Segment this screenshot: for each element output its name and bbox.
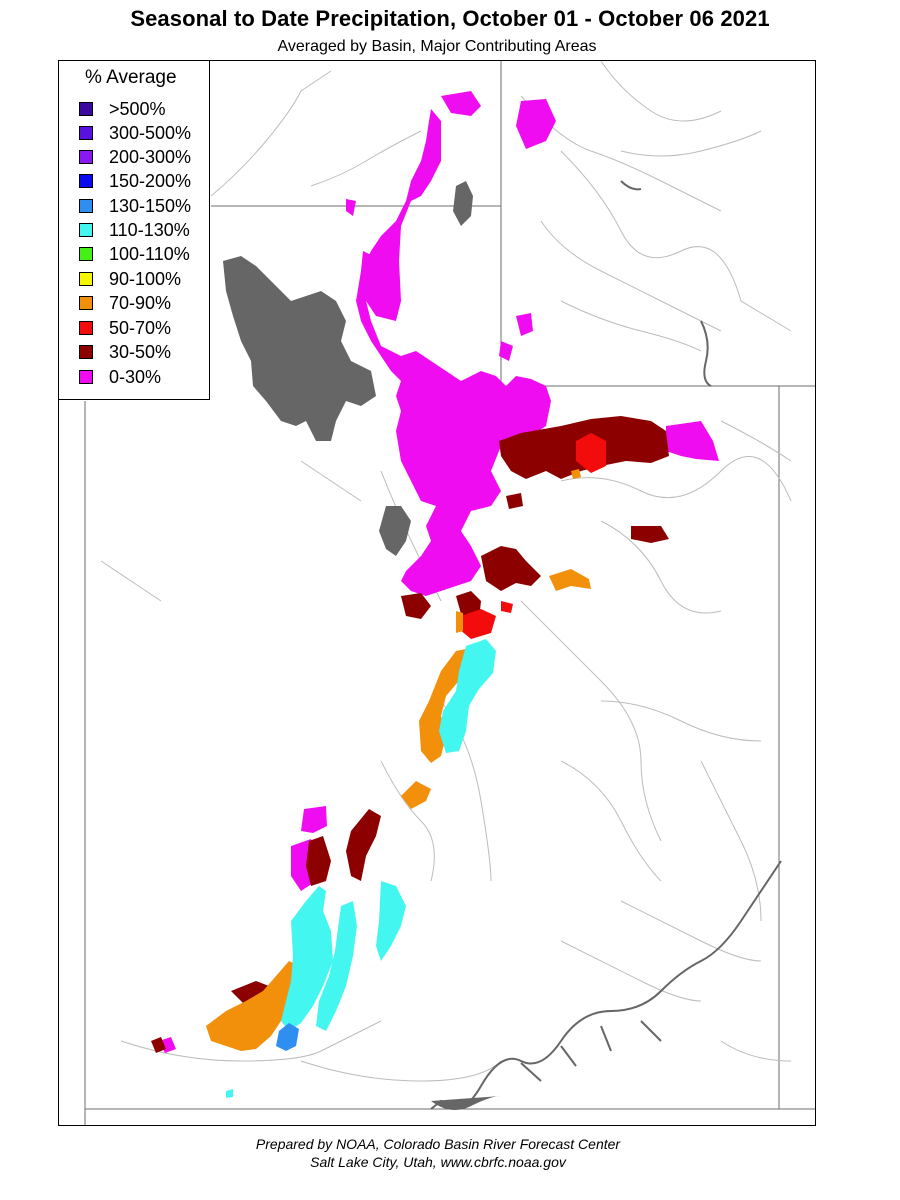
legend-item: 300-500% <box>79 123 191 143</box>
legend-label: 30-50% <box>109 341 172 362</box>
basin-0-30 <box>159 91 719 1053</box>
legend-swatch <box>79 199 93 213</box>
legend-label: 100-110% <box>109 243 190 264</box>
legend-swatch <box>79 174 93 188</box>
footer-credit: Prepared by NOAA, Colorado Basin River F… <box>255 1136 621 1152</box>
legend-swatch <box>79 345 93 359</box>
legend-swatch <box>79 272 93 286</box>
map-canvas <box>84 61 815 1125</box>
legend-item: 200-300% <box>79 147 191 167</box>
legend-item: 30-50% <box>79 342 171 362</box>
legend-label: 300-500% <box>109 122 192 143</box>
rivers <box>100 61 792 1082</box>
legend-title: % Average <box>85 67 177 88</box>
legend-swatch <box>79 126 93 140</box>
legend-label: 200-300% <box>109 146 192 167</box>
lake-powell <box>430 860 782 1110</box>
legend-swatch <box>79 296 93 310</box>
legend-label: 70-90% <box>109 292 172 313</box>
legend-item: 110-130% <box>79 220 190 240</box>
legend-swatch <box>79 150 93 164</box>
legend-label: 130-150% <box>109 195 192 216</box>
legend-item: 50-70% <box>79 318 171 338</box>
map-subtitle: Averaged by Basin, Major Contributing Ar… <box>277 38 597 55</box>
legend-swatch <box>79 247 93 261</box>
legend-swatch <box>79 102 93 116</box>
legend-item: 150-200% <box>79 171 191 191</box>
green-river-reservoir <box>620 180 712 387</box>
legend-item: >500% <box>79 99 166 119</box>
legend-swatch <box>79 370 93 384</box>
basin-50-70 <box>459 433 606 639</box>
bear-lake <box>453 181 473 226</box>
legend-swatch <box>79 223 93 237</box>
legend-item: 100-110% <box>79 244 190 264</box>
legend-item: 70-90% <box>79 293 171 313</box>
legend-label: 0-30% <box>109 366 162 387</box>
legend-item: 130-150% <box>79 196 191 216</box>
basin-70-90 <box>206 469 591 1051</box>
legend-label: 50-70% <box>109 317 172 338</box>
precipitation-map <box>58 60 816 1126</box>
basin-30-50 <box>151 416 669 1053</box>
legend-label: >500% <box>109 98 166 119</box>
utah-lake <box>379 506 411 556</box>
lake-powell-body <box>431 1096 501 1110</box>
great-salt-lake <box>223 256 376 441</box>
map-title: Seasonal to Date Precipitation, October … <box>130 6 770 31</box>
state-boundaries <box>84 61 815 1125</box>
legend-label: 90-100% <box>109 268 182 289</box>
legend-label: 110-130% <box>109 219 190 240</box>
legend-item: 90-100% <box>79 269 181 289</box>
legend-label: 150-200% <box>109 170 192 191</box>
footer-location: Salt Lake City, Utah, www.cbrfc.noaa.gov <box>310 1154 566 1170</box>
legend: % Average >500% 300-500% 200-300% 150-20… <box>58 60 210 400</box>
legend-swatch <box>79 321 93 335</box>
basin-110-130 <box>226 639 496 1098</box>
legend-item: 0-30% <box>79 367 161 387</box>
basin-130-150 <box>276 1023 299 1051</box>
